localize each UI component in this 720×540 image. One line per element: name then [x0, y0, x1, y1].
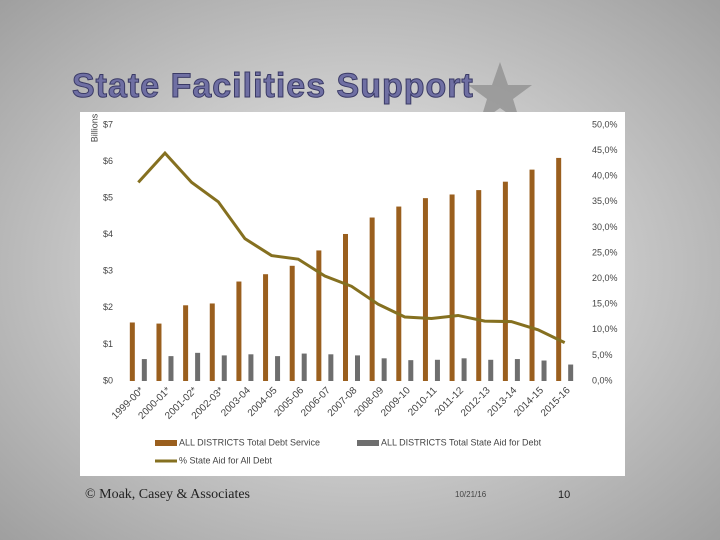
bar — [141, 359, 147, 381]
date: 10/21/16 — [455, 490, 487, 499]
legend-swatch — [155, 440, 177, 446]
bar — [488, 359, 494, 381]
bar — [408, 360, 414, 381]
y2-tick-label: 40,0% — [592, 171, 618, 181]
y2-tick-label: 15,0% — [592, 299, 618, 309]
y-tick-label: $5 — [103, 193, 113, 203]
bar — [355, 355, 360, 381]
y2-tick-label: 0,0% — [592, 375, 613, 385]
y2-tick-label: 50,0% — [592, 119, 618, 129]
bar — [529, 169, 535, 381]
slide-title: State Facilities Support — [72, 67, 474, 105]
bar — [449, 194, 455, 381]
bar — [129, 322, 135, 381]
y-tick-label: $0 — [103, 375, 113, 385]
legend-label: ALL DISTRICTS Total Debt Service — [179, 437, 320, 447]
y-axis-title: Billions — [89, 113, 99, 142]
bar — [568, 364, 574, 381]
y-tick-label: $3 — [103, 266, 113, 276]
y-tick-label: $6 — [103, 156, 113, 166]
y2-tick-label: 45,0% — [592, 145, 618, 155]
bar — [263, 274, 269, 381]
bar — [221, 355, 227, 381]
bar — [209, 303, 215, 381]
bar — [195, 352, 201, 381]
y2-tick-label: 20,0% — [592, 273, 618, 283]
bar — [328, 354, 334, 381]
y2-tick-label: 5,0% — [592, 350, 613, 360]
bar — [183, 305, 189, 381]
y2-tick-label: 35,0% — [592, 196, 618, 206]
chart-panel — [80, 112, 625, 476]
y2-tick-label: 10,0% — [592, 324, 618, 334]
bar — [434, 359, 440, 381]
y2-tick-label: 30,0% — [592, 222, 618, 232]
bar — [461, 358, 467, 381]
bar — [301, 353, 307, 381]
y-tick-label: $7 — [103, 119, 113, 129]
page-number: 10 — [558, 489, 570, 501]
line — [137, 150, 566, 344]
bar — [236, 281, 242, 381]
bar — [381, 358, 387, 381]
bar — [502, 181, 508, 381]
y-tick-label: $4 — [103, 229, 113, 239]
bar — [248, 354, 254, 381]
legend-label: % State Aid for All Debt — [179, 455, 273, 465]
y-tick-label: $1 — [103, 339, 113, 349]
copyright: © Moak, Casey & Associates — [85, 487, 250, 502]
bar — [343, 233, 348, 381]
bar — [275, 356, 281, 381]
legend-swatch — [357, 440, 379, 446]
bar — [396, 206, 402, 381]
bar — [514, 359, 520, 381]
bar — [422, 198, 428, 381]
star-decoration — [468, 62, 532, 122]
legend-label: ALL DISTRICTS Total State Aid for Debt — [381, 437, 542, 447]
bar — [556, 157, 562, 381]
bar — [289, 265, 295, 381]
bar — [476, 190, 482, 381]
bar — [316, 250, 322, 381]
y2-tick-label: 25,0% — [592, 247, 618, 257]
bar — [156, 323, 162, 381]
bar — [168, 356, 174, 381]
y-tick-label: $2 — [103, 302, 113, 312]
bar — [541, 360, 547, 381]
